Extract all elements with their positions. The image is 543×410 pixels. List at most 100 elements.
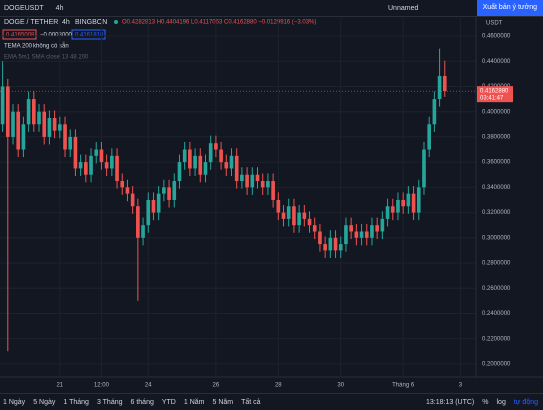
- y-tick-label: 0.4400000: [482, 59, 511, 65]
- percent-toggle[interactable]: %: [482, 398, 489, 406]
- x-tick-label: 26: [213, 383, 220, 389]
- candle-body: [411, 193, 416, 213]
- candle-body: [312, 225, 317, 232]
- bid-box: [2, 29, 37, 40]
- x-tick-label: 21: [56, 383, 63, 389]
- candle-body: [115, 155, 119, 182]
- candle-body: [89, 155, 93, 175]
- range-button[interactable]: 1 Tháng: [63, 398, 89, 406]
- candle-body: [136, 206, 140, 238]
- candle-body: [162, 187, 166, 194]
- range-button[interactable]: 3 Tháng: [96, 398, 123, 406]
- candle-body: [167, 187, 171, 200]
- range-button[interactable]: 1 Ngày: [3, 398, 26, 406]
- y-tick-label: 0.2200000: [482, 336, 511, 342]
- symbol[interactable]: DOGEUSDT: [4, 4, 44, 12]
- candle-body: [302, 212, 307, 219]
- auto-toggle[interactable]: tự động: [513, 398, 538, 406]
- candle-body: [234, 155, 239, 182]
- candle-body: [250, 174, 255, 188]
- candle-body: [84, 162, 88, 175]
- range-button[interactable]: 1 Năm: [183, 398, 205, 406]
- candle-body: [125, 187, 130, 194]
- candle-body: [401, 199, 405, 207]
- range-button[interactable]: YTD: [161, 398, 176, 406]
- candle-body: [416, 187, 421, 213]
- ask-box: [71, 29, 106, 40]
- candle-body: [198, 155, 203, 175]
- pair: DOGE / TETHER: [4, 19, 58, 26]
- y-tick-label: 0.3200000: [482, 210, 511, 216]
- candle-body: [390, 206, 395, 213]
- candle-body: [47, 117, 52, 137]
- candle-body: [58, 124, 62, 131]
- candle-body: [396, 199, 400, 213]
- candle-body: [21, 124, 26, 150]
- y-tick-label: 0.2000000: [482, 361, 511, 367]
- range-button[interactable]: 5 Năm: [212, 398, 234, 406]
- last-price-label: 0.4162880: [480, 89, 509, 95]
- layout-name[interactable]: Unnamed: [388, 4, 419, 12]
- log-toggle[interactable]: log: [496, 398, 506, 406]
- candle-body: [99, 149, 104, 163]
- candle-body: [110, 155, 114, 169]
- candle-body: [188, 149, 192, 169]
- candle-body: [31, 99, 36, 125]
- candle-body: [427, 124, 432, 150]
- candle-body: [177, 162, 182, 182]
- candle-body: [354, 231, 359, 238]
- candle-body: [146, 199, 151, 226]
- y-tick-label: 0.4000000: [482, 109, 511, 115]
- candle-body: [370, 225, 374, 238]
- x-tick-label: 3: [459, 383, 463, 389]
- candle-body: [52, 117, 57, 131]
- candle-body: [344, 225, 348, 245]
- candle-body: [442, 76, 447, 92]
- candle-body: [437, 76, 442, 100]
- candle-body: [214, 143, 218, 150]
- candle-body: [271, 181, 275, 200]
- candle-body: [172, 181, 177, 200]
- candle-body: [297, 212, 301, 226]
- candle-body: [11, 111, 15, 137]
- candle-body: [338, 244, 343, 251]
- tema-status: không có sẵn: [33, 43, 69, 50]
- chart: USDT DOGE / TETHER 4h BINGBON O0.4282813…: [0, 16, 543, 389]
- candle-body: [78, 162, 83, 169]
- candle-body: [120, 181, 125, 188]
- candle-body: [208, 143, 213, 163]
- candle-body: [0, 86, 5, 125]
- range-button[interactable]: Tất cả: [241, 398, 261, 406]
- candle-body: [16, 111, 21, 150]
- candle-body: [26, 99, 31, 125]
- candle-body: [73, 136, 78, 169]
- candle-body: [292, 206, 296, 226]
- candle-body: [328, 237, 333, 251]
- candle-body: [266, 181, 270, 188]
- countdown: 03:41:47: [480, 96, 504, 102]
- candle-body: [229, 155, 234, 169]
- candle-body: [286, 206, 291, 219]
- candle-body: [63, 124, 67, 150]
- candle-body: [224, 162, 229, 169]
- range-button[interactable]: 5 Ngày: [33, 398, 56, 406]
- candle-body: [422, 149, 426, 188]
- interval[interactable]: 4h: [55, 4, 64, 12]
- x-tick-label: 30: [337, 383, 344, 389]
- candle-body: [359, 231, 364, 238]
- candle-body: [182, 149, 187, 163]
- candle-body: [333, 237, 338, 251]
- publish-button[interactable]: Xuất bản ý tưởng: [476, 0, 543, 16]
- candle-body: [364, 231, 369, 238]
- candle-body: [68, 136, 73, 150]
- y-tick-label: 0.4600000: [482, 34, 511, 40]
- y-tick-label: 0.3800000: [482, 134, 511, 140]
- y-tick-label: 0.3000000: [482, 235, 511, 241]
- candle-body: [5, 86, 10, 137]
- candle-body: [245, 174, 249, 188]
- x-tick-label: 28: [275, 383, 282, 389]
- x-tick-label: Tháng 6: [392, 383, 415, 389]
- range-button[interactable]: 6 tháng: [130, 398, 154, 406]
- x-tick-label: 24: [145, 383, 152, 389]
